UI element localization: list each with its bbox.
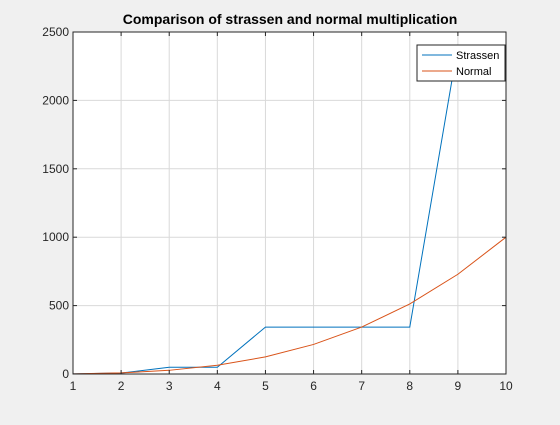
x-tick-label: 9 (455, 379, 462, 393)
x-tick-label: 1 (70, 379, 77, 393)
y-tick-label: 1500 (42, 162, 69, 176)
y-tick-label: 500 (49, 299, 69, 313)
x-tick-label: 8 (406, 379, 413, 393)
x-tick-label: 7 (358, 379, 365, 393)
y-tick-label: 0 (62, 367, 69, 381)
x-tick-label: 5 (262, 379, 269, 393)
y-tick-label: 1000 (42, 230, 69, 244)
chart-title: Comparison of strassen and normal multip… (123, 11, 458, 27)
x-tick-label: 2 (118, 379, 125, 393)
x-tick-label: 6 (310, 379, 317, 393)
plot-area (73, 32, 506, 374)
y-tick-label: 2000 (42, 93, 69, 107)
x-tick-label: 3 (166, 379, 173, 393)
x-tick-label: 4 (214, 379, 221, 393)
y-tick-label: 2500 (42, 25, 69, 39)
legend: Strassen Normal (417, 45, 505, 81)
legend-label-strassen: Strassen (456, 50, 499, 62)
legend-label-normal: Normal (456, 66, 491, 78)
x-tick-label: 10 (499, 379, 513, 393)
